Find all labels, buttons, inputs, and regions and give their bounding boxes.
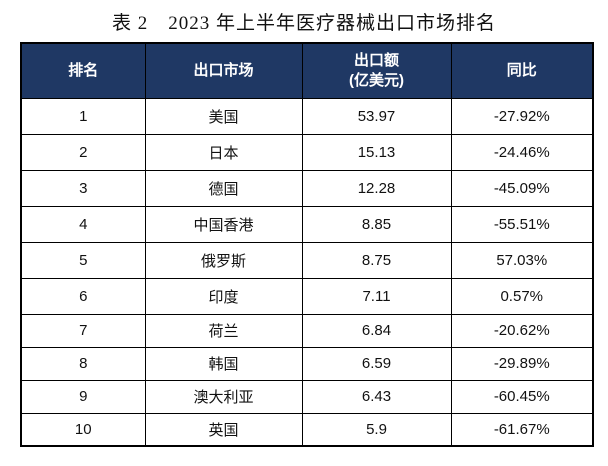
table-row: 7 荷兰 6.84 -20.62% — [20, 313, 594, 348]
yoy-cell: -45.09% — [450, 169, 594, 207]
header-value: 出口额 (亿美元) — [301, 42, 452, 99]
value-cell: 6.84 — [301, 313, 452, 348]
table-row: 5 俄罗斯 8.75 57.03% — [20, 241, 594, 279]
table-header: 排名 出口市场 出口额 (亿美元) 同比 — [20, 42, 594, 99]
market-cell: 日本 — [144, 133, 303, 171]
yoy-cell: -27.92% — [450, 97, 594, 135]
table-row: 8 韩国 6.59 -29.89% — [20, 346, 594, 381]
market-cell: 德国 — [144, 169, 303, 207]
value-cell: 6.59 — [301, 346, 452, 381]
table-row: 6 印度 7.11 0.57% — [20, 277, 594, 315]
value-cell: 15.13 — [301, 133, 452, 171]
header-market-label: 出口市场 — [193, 61, 254, 79]
yoy-cell: 57.03% — [450, 241, 594, 279]
value-cell: 8.75 — [301, 241, 452, 279]
market-cell: 美国 — [144, 97, 303, 135]
rank-cell: 3 — [20, 169, 146, 207]
yoy-cell: -24.46% — [450, 133, 594, 171]
table-row: 9 澳大利亚 6.43 -60.45% — [20, 379, 594, 414]
table-row: 2 日本 15.13 -24.46% — [20, 133, 594, 171]
market-cell: 英国 — [144, 412, 303, 447]
rank-cell: 9 — [20, 379, 146, 414]
rank-cell: 10 — [20, 412, 146, 447]
table-row: 4 中国香港 8.85 -55.51% — [20, 205, 594, 243]
header-yoy: 同比 — [450, 42, 594, 99]
table-body: 1 美国 53.97 -27.92% 2 日本 15.13 -24.46% 3 德国 12.28 -4… — [20, 97, 594, 447]
header-row: 排名 出口市场 出口额 (亿美元) 同比 — [20, 42, 594, 99]
yoy-cell: -29.89% — [450, 346, 594, 381]
rank-cell: 2 — [20, 133, 146, 171]
rank-cell: 7 — [20, 313, 146, 348]
table-row: 3 德国 12.28 -45.09% — [20, 169, 594, 207]
value-cell: 5.9 — [301, 412, 452, 447]
market-cell: 俄罗斯 — [144, 241, 303, 279]
header-value-label-line2: (亿美元) — [349, 71, 404, 89]
header-rank: 排名 — [20, 42, 146, 99]
yoy-cell: -60.45% — [450, 379, 594, 414]
header-market: 出口市场 — [144, 42, 303, 99]
rank-cell: 1 — [20, 97, 146, 135]
rank-cell: 8 — [20, 346, 146, 381]
page-title: 表 2 2023 年上半年医疗器械出口市场排名 — [111, 13, 496, 34]
value-cell: 53.97 — [301, 97, 452, 135]
value-cell: 6.43 — [301, 379, 452, 414]
header-rank-label: 排名 — [68, 61, 99, 79]
yoy-cell: -61.67% — [450, 412, 594, 447]
market-cell: 韩国 — [144, 346, 303, 381]
header-yoy-label: 同比 — [506, 61, 537, 79]
value-cell: 7.11 — [301, 277, 452, 315]
value-cell: 12.28 — [301, 169, 452, 207]
market-cell: 印度 — [144, 277, 303, 315]
table-row: 10 英国 5.9 -61.67% — [20, 412, 594, 447]
value-cell: 8.85 — [301, 205, 452, 243]
yoy-cell: 0.57% — [450, 277, 594, 315]
market-cell: 荷兰 — [144, 313, 303, 348]
yoy-cell: -55.51% — [450, 205, 594, 243]
market-cell: 中国香港 — [144, 205, 303, 243]
header-value-label-line1: 出口额 — [353, 51, 399, 69]
export-ranking-table: 排名 出口市场 出口额 (亿美元) 同比 1 美国 53.97 -27.92% 2 日本 1… — [20, 42, 594, 447]
yoy-cell: -20.62% — [450, 313, 594, 348]
table-row: 1 美国 53.97 -27.92% — [20, 97, 594, 135]
market-cell: 澳大利亚 — [144, 379, 303, 414]
rank-cell: 5 — [20, 241, 146, 279]
rank-cell: 4 — [20, 205, 146, 243]
rank-cell: 6 — [20, 277, 146, 315]
